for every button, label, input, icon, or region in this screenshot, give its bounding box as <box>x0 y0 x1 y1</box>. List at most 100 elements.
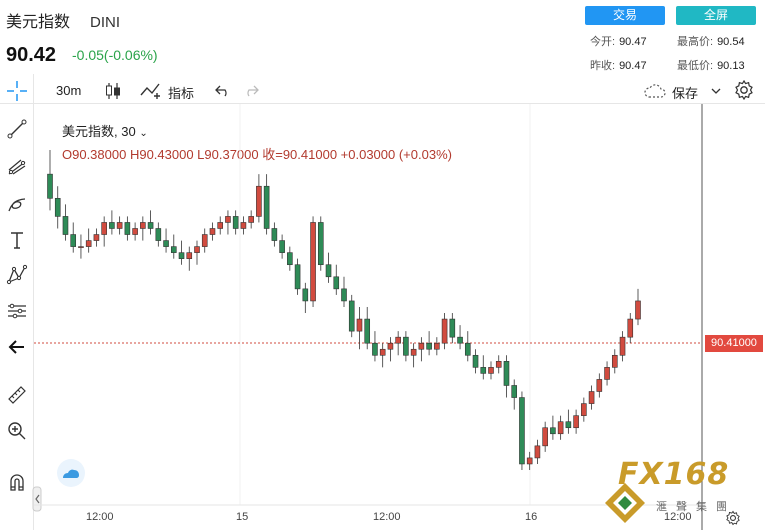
x-tick-label: 15 <box>236 511 249 523</box>
candle-body <box>449 318 456 338</box>
back-arrow-icon[interactable] <box>4 334 30 360</box>
stat-low: 最低价: 90.13 <box>677 60 745 72</box>
candle-body <box>294 264 301 290</box>
candle-body <box>464 342 471 356</box>
x-tick-label: 12:00 <box>373 511 401 523</box>
fib-tool-icon[interactable] <box>4 153 30 179</box>
candle-body <box>519 397 525 465</box>
candle-body <box>225 216 231 223</box>
drawing-toolbar <box>0 74 34 530</box>
price-change: -0.05(-0.06%) <box>72 47 158 63</box>
candle-body <box>526 457 533 465</box>
indicators-button[interactable]: 指标 <box>168 86 195 101</box>
interval-selector[interactable]: 30m <box>56 83 82 98</box>
candle-body <box>232 216 239 229</box>
chevron-down-icon[interactable] <box>703 78 729 104</box>
candle-body <box>635 300 641 320</box>
cloud-icon[interactable] <box>642 78 668 104</box>
text-icon[interactable] <box>4 227 30 253</box>
candle-body <box>287 252 293 266</box>
x-tick-label: 12:00 <box>86 511 114 523</box>
candle-body <box>248 216 254 223</box>
candle-body <box>325 264 332 278</box>
measure-icon[interactable] <box>4 298 30 324</box>
legend-chevron-icon[interactable]: ⌄ <box>139 128 148 139</box>
candle-body <box>271 228 278 241</box>
candle-body <box>488 367 494 374</box>
indicators-icon[interactable] <box>138 78 164 104</box>
candle-body <box>503 361 510 386</box>
candle-body <box>619 336 626 356</box>
candle-body <box>495 361 502 368</box>
candle-body <box>410 348 417 356</box>
candle-body <box>194 246 200 253</box>
current-price: 90.42 <box>6 44 57 66</box>
candle-body <box>356 318 363 332</box>
fullscreen-button[interactable]: 全屏 <box>676 6 756 25</box>
candle-body <box>395 336 401 344</box>
candle-body <box>534 445 541 459</box>
candle-body <box>116 222 123 229</box>
candle-body <box>93 234 100 241</box>
candle-body <box>627 318 634 338</box>
candle-body <box>78 246 84 248</box>
candle-body <box>124 222 131 235</box>
candle-body <box>418 342 425 350</box>
candle-body <box>596 379 603 392</box>
stat-prev-close: 昨收: 90.47 <box>590 60 647 72</box>
candle-body <box>588 391 595 404</box>
candle-body <box>147 222 154 229</box>
tradingview-logo-icon[interactable] <box>56 458 86 488</box>
ruler-icon[interactable] <box>4 382 30 408</box>
chart-legend-title[interactable]: 美元指数, 30 ⌄ <box>62 124 148 139</box>
candle-body <box>85 240 92 247</box>
candle-body <box>317 222 324 266</box>
candle-body <box>348 300 355 332</box>
zoom-in-icon[interactable] <box>4 418 30 444</box>
candle-body <box>550 427 556 435</box>
candle-body <box>47 173 53 199</box>
candle-body <box>611 354 618 368</box>
candle-body <box>581 403 587 416</box>
candle-body <box>62 216 69 235</box>
stat-high: 最高价: 90.54 <box>677 36 745 48</box>
candle-body <box>54 198 61 217</box>
magnet-icon[interactable] <box>4 469 30 495</box>
candle-body <box>364 318 371 344</box>
candle-body <box>263 185 270 229</box>
pattern-icon[interactable] <box>4 262 30 288</box>
redo-icon[interactable] <box>238 78 264 104</box>
candle-body <box>457 336 463 344</box>
trade-button[interactable]: 交易 <box>585 6 665 25</box>
candle-body <box>240 222 247 229</box>
undo-icon[interactable] <box>210 78 236 104</box>
candle-body <box>557 421 564 435</box>
trend-line-icon[interactable] <box>4 116 30 142</box>
candle-body <box>310 222 316 302</box>
candle-body <box>256 185 262 217</box>
candle-body <box>217 222 224 229</box>
candle-body <box>434 342 440 350</box>
candle-body <box>279 240 285 253</box>
candle-body <box>163 240 169 247</box>
brush-icon[interactable] <box>4 191 30 217</box>
candle-body <box>379 348 386 356</box>
instrument-code: DINI <box>90 14 121 31</box>
instrument-title: 美元指数 DINI <box>6 8 120 32</box>
crosshair-icon[interactable] <box>4 78 30 104</box>
candle-body <box>109 222 115 229</box>
chart-toolbar <box>0 74 765 104</box>
candle-body <box>170 246 177 253</box>
save-button[interactable]: 保存 <box>672 86 699 101</box>
candle-body <box>140 222 146 229</box>
candles-icon[interactable] <box>100 78 126 104</box>
candle-body <box>480 367 487 374</box>
settings-gear-icon[interactable] <box>731 77 757 103</box>
candle-body <box>441 318 448 344</box>
candle-body <box>155 228 162 241</box>
candle-body <box>302 288 309 302</box>
chart-settings-icon[interactable] <box>720 505 746 530</box>
ohlc-legend: O90.38000 H90.43000 L90.37000 收=90.41000… <box>62 147 452 162</box>
candle-body <box>387 342 394 350</box>
